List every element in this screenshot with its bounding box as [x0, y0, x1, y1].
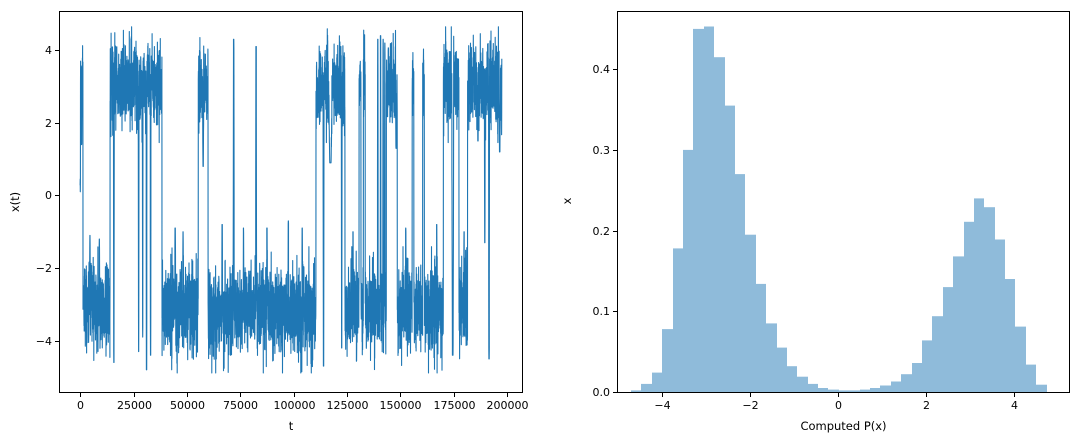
left-plot-x-ticks: 0 25000 50000 75000 100000 125000 150000 175000…: [77, 393, 529, 412]
histogram-bar: [808, 383, 818, 393]
histogram-bar: [683, 149, 693, 393]
x-tick-label: 4: [1011, 399, 1018, 412]
x-tick-label: 75000: [223, 399, 258, 412]
histogram-bar: [673, 248, 683, 393]
histogram-bar: [860, 389, 870, 393]
y-tick-label: 0.0: [593, 386, 611, 399]
x-tick-label: 25000: [117, 399, 152, 412]
histogram-bar: [652, 372, 662, 393]
y-tick-label: 0.2: [593, 225, 611, 238]
histogram-bar: [922, 340, 932, 393]
histogram-bar: [735, 174, 745, 393]
histogram-bar: [849, 390, 860, 393]
x-tick-label: 125000: [327, 399, 369, 412]
time-series-line: [79, 26, 503, 374]
histogram-bar: [704, 26, 714, 393]
histogram-bar: [756, 283, 766, 393]
y-tick-label: 2: [45, 117, 52, 130]
histogram-bar: [984, 207, 995, 393]
y-tick-label: −4: [36, 335, 52, 348]
x-tick-label: 100000: [274, 399, 316, 412]
right-plot-x-ticks: −4 −2 0 2 4: [654, 393, 1018, 412]
histogram-bar: [777, 347, 787, 393]
x-tick-label: 2: [923, 399, 930, 412]
histogram-bar: [943, 287, 953, 393]
left-plot-y-ticks: −4 −2 0 2 4: [36, 44, 59, 348]
histogram-bar: [974, 198, 984, 393]
histogram-bar: [797, 376, 808, 393]
y-tick-label: 0: [45, 189, 52, 202]
histogram-bar: [912, 363, 922, 393]
x-tick-label: 150000: [380, 399, 422, 412]
histogram-bar: [828, 389, 839, 393]
histogram-bar: [725, 105, 735, 393]
histogram-bar: [662, 329, 673, 393]
histogram-bar: [766, 323, 777, 393]
x-tick-label: 175000: [434, 399, 476, 412]
histogram-bar: [932, 316, 943, 393]
histogram-bar: [693, 28, 704, 394]
histogram-bar: [964, 221, 974, 393]
histogram-bar: [901, 374, 912, 393]
histogram-bar: [1026, 364, 1036, 393]
x-tick-label: 0: [77, 399, 84, 412]
right-plot-spines: [617, 11, 1070, 393]
histogram-bar: [631, 390, 641, 393]
histogram-bar: [870, 388, 880, 393]
histogram-bar: [880, 385, 891, 393]
histogram-bar: [641, 383, 652, 393]
histogram-bar: [1005, 279, 1015, 393]
y-tick-label: 4: [45, 44, 52, 57]
right-plot-y-ticks: 0.0 0.1 0.2 0.3 0.4: [593, 63, 617, 399]
left-plot-spines: [59, 11, 523, 393]
y-tick-label: 0.4: [593, 63, 611, 76]
x-tick-label: 50000: [170, 399, 205, 412]
x-tick-label: 200000: [487, 399, 529, 412]
histogram-bar: [839, 390, 849, 393]
histogram-bar: [953, 256, 964, 393]
histogram-bar: [714, 57, 725, 393]
histogram-bar: [1015, 326, 1026, 393]
histogram-bar: [787, 366, 797, 393]
y-tick-label: 0.3: [593, 144, 611, 157]
histogram-bar: [745, 234, 756, 393]
y-tick-label: −2: [36, 262, 52, 275]
x-tick-label: −4: [654, 399, 670, 412]
x-tick-label: 0: [835, 399, 842, 412]
histogram-bar: [818, 388, 828, 393]
time-series-plot-area: [79, 26, 503, 374]
y-tick-label: 0.1: [593, 305, 611, 318]
histogram-bar: [1036, 384, 1047, 393]
x-tick-label: −2: [742, 399, 758, 412]
histogram-bars: [631, 26, 1047, 394]
histogram-bar: [891, 381, 901, 393]
histogram-bar: [995, 239, 1005, 393]
